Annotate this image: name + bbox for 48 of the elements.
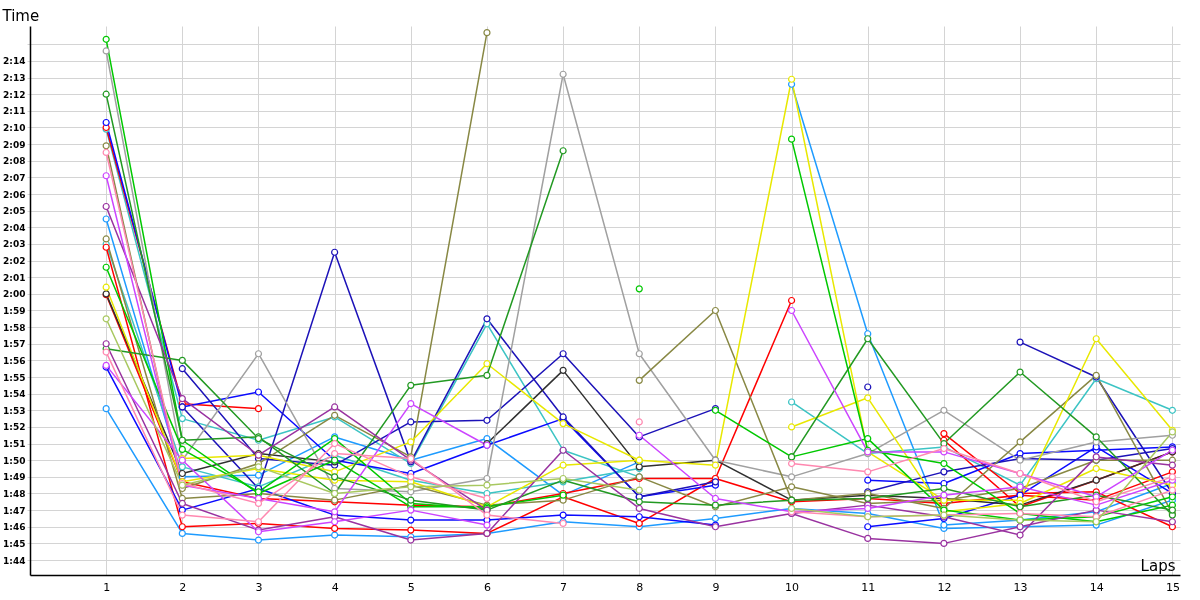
y-tick-label: 1:57: [3, 339, 26, 350]
y-tick-label: 2:01: [3, 272, 26, 283]
y-axis-title: Time: [1, 6, 40, 25]
y-tick-label: 1:50: [3, 455, 26, 466]
y-tick-label: 1:46: [3, 522, 26, 533]
y-tick-label: 2:05: [3, 206, 26, 217]
x-tick-label: 7: [560, 580, 568, 594]
y-tick-label: 2:08: [3, 156, 26, 167]
x-tick-label: 10: [785, 580, 800, 594]
x-tick-label: 9: [712, 580, 720, 594]
x-tick-label: 15: [1165, 580, 1180, 594]
y-tick-label: 2:09: [3, 139, 26, 150]
y-tick-label: 2:11: [3, 106, 26, 117]
y-tick-label: 1:48: [3, 488, 26, 499]
x-tick-label: 12: [937, 580, 952, 594]
x-tick-label: 3: [255, 580, 263, 594]
x-tick-label: 6: [483, 580, 491, 594]
y-tick-label: 1:56: [3, 355, 26, 366]
x-tick-label: 2: [179, 580, 187, 594]
y-tick-label: 2:00: [3, 289, 26, 300]
y-tick-label: 1:45: [3, 538, 26, 549]
y-tick-label: 1:55: [3, 372, 26, 383]
y-tick-label: 1:47: [3, 505, 26, 516]
x-tick-label: 11: [861, 580, 876, 594]
x-tick-label: 5: [407, 580, 415, 594]
y-tick-label: 1:59: [3, 305, 26, 316]
y-tick-label: 2:06: [3, 189, 26, 200]
y-tick-label: 2:02: [3, 256, 26, 267]
y-tick-label: 2:12: [3, 89, 26, 100]
x-tick-label: 13: [1013, 580, 1028, 594]
y-tick-label: 1:53: [3, 405, 26, 416]
y-tick-label: 2:03: [3, 239, 26, 250]
y-tick-label: 1:58: [3, 322, 26, 333]
y-tick-label: 1:44: [3, 555, 26, 566]
y-tick-label: 1:49: [3, 472, 26, 483]
y-tick-label: 2:13: [3, 73, 26, 84]
x-axis-title: Laps: [1140, 556, 1176, 575]
y-tick-label: 1:52: [3, 422, 26, 433]
x-tick-label: 1: [103, 580, 111, 594]
x-tick-label: 8: [636, 580, 644, 594]
y-tick-label: 2:04: [3, 222, 26, 233]
y-tick-label: 2:10: [3, 122, 26, 133]
y-tick-label: 1:51: [3, 439, 26, 450]
y-tick-label: 2:14: [3, 56, 26, 67]
y-tick-label: 1:54: [3, 389, 26, 400]
x-tick-label: 14: [1089, 580, 1104, 594]
x-tick-label: 4: [331, 580, 339, 594]
y-tick-label: 2:07: [3, 172, 26, 183]
